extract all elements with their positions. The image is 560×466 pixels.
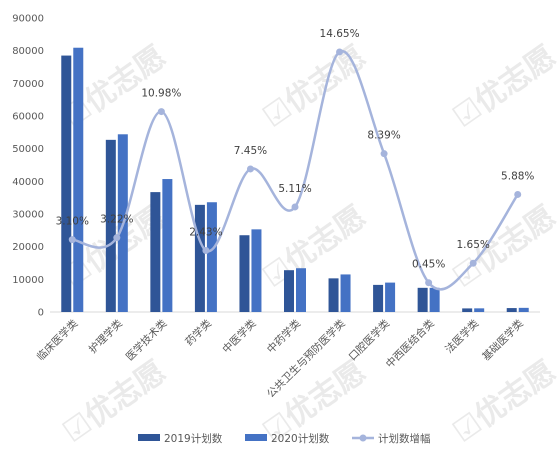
bar xyxy=(373,284,384,312)
y-tick-label: 50000 xyxy=(12,144,44,155)
bar xyxy=(385,282,396,312)
bar xyxy=(162,179,173,312)
bar xyxy=(105,139,116,312)
x-tick-label: 法医学类 xyxy=(442,317,481,356)
legend-label: 计划数增幅 xyxy=(378,432,431,445)
x-tick-label: 中医学类 xyxy=(220,317,259,356)
x-tick-label: 临床医学类 xyxy=(34,317,81,364)
x-tick-label: 基础医学类 xyxy=(480,317,527,364)
bar xyxy=(518,307,529,312)
bar xyxy=(150,192,161,312)
x-tick-label: 护理学类 xyxy=(86,317,125,356)
bar xyxy=(506,308,517,312)
legend-swatch xyxy=(138,434,160,441)
growth-point xyxy=(514,190,522,198)
growth-point xyxy=(202,247,210,255)
growth-data-label: 2.43% xyxy=(189,227,222,239)
y-tick-label: 40000 xyxy=(12,177,44,188)
y-tick-label: 70000 xyxy=(12,79,44,90)
growth-data-label: 1.65% xyxy=(457,239,490,251)
bar xyxy=(239,235,250,312)
growth-data-label: 3.22% xyxy=(100,214,133,226)
bar xyxy=(328,278,339,312)
y-tick-label: 90000 xyxy=(12,14,44,25)
growth-data-label: 5.11% xyxy=(278,183,311,195)
y-tick-label: 80000 xyxy=(12,46,44,57)
growth-point xyxy=(425,279,433,287)
bar xyxy=(462,308,473,312)
bar xyxy=(340,274,351,312)
legend: 2019计划数 2020计划数 计划数增幅 xyxy=(138,432,431,445)
legend-label: 2019计划数 xyxy=(164,432,223,445)
x-tick-label: 口腔医学类 xyxy=(346,317,393,364)
bar xyxy=(296,268,306,312)
growth-point xyxy=(157,108,165,116)
watermark-text: ☑优志愿 xyxy=(257,199,373,295)
bar xyxy=(206,202,217,312)
bar xyxy=(194,204,205,312)
growth-point xyxy=(68,236,76,244)
bar xyxy=(429,287,440,312)
watermark-text: ☑优志愿 xyxy=(447,354,560,450)
watermark-text: ☑优志愿 xyxy=(257,39,373,135)
bar xyxy=(284,270,294,312)
x-tick-label: 医学技术类 xyxy=(123,317,170,364)
growth-data-label: 10.98% xyxy=(141,88,181,100)
growth-data-label: 8.39% xyxy=(367,130,400,142)
x-tick-label: 药学类 xyxy=(183,317,215,349)
legend-swatch-marker xyxy=(359,434,367,442)
growth-data-label: 14.65% xyxy=(320,28,360,40)
x-tick-label: 中药学类 xyxy=(264,317,303,356)
legend-swatch xyxy=(245,434,267,441)
data-labels: 3.10% 3.22% 10.98% 2.43% 7.45% 5.11% 14.65% 8.3… xyxy=(56,28,535,271)
bar xyxy=(417,287,428,312)
y-tick-label: 0 xyxy=(38,308,44,319)
growth-point xyxy=(291,203,299,211)
legend-label: 2020计划数 xyxy=(271,432,330,445)
growth-data-label: 3.10% xyxy=(56,216,89,228)
bar xyxy=(251,229,262,312)
growth-data-label: 5.88% xyxy=(501,170,534,182)
watermark-text: ☑优志愿 xyxy=(447,39,560,135)
bar xyxy=(73,47,84,313)
growth-line xyxy=(68,48,522,291)
growth-point xyxy=(380,150,388,158)
growth-point xyxy=(113,234,121,242)
y-tick-label: 60000 xyxy=(12,112,44,123)
y-tick-label: 30000 xyxy=(12,210,44,221)
axes: 0 10000 20000 30000 40000 50000 60000 70000 8000… xyxy=(12,14,540,400)
growth-point xyxy=(246,165,254,173)
growth-data-label: 7.45% xyxy=(234,145,267,157)
x-tick-label: 中西医结合类 xyxy=(383,317,437,371)
growth-point xyxy=(336,48,344,56)
y-tick-label: 10000 xyxy=(12,275,44,286)
bar xyxy=(474,308,485,312)
bar xyxy=(61,55,72,313)
growth-data-label: 0.45% xyxy=(412,259,445,271)
y-tick-label: 20000 xyxy=(12,242,44,253)
growth-point xyxy=(469,259,477,267)
bars xyxy=(61,47,529,313)
